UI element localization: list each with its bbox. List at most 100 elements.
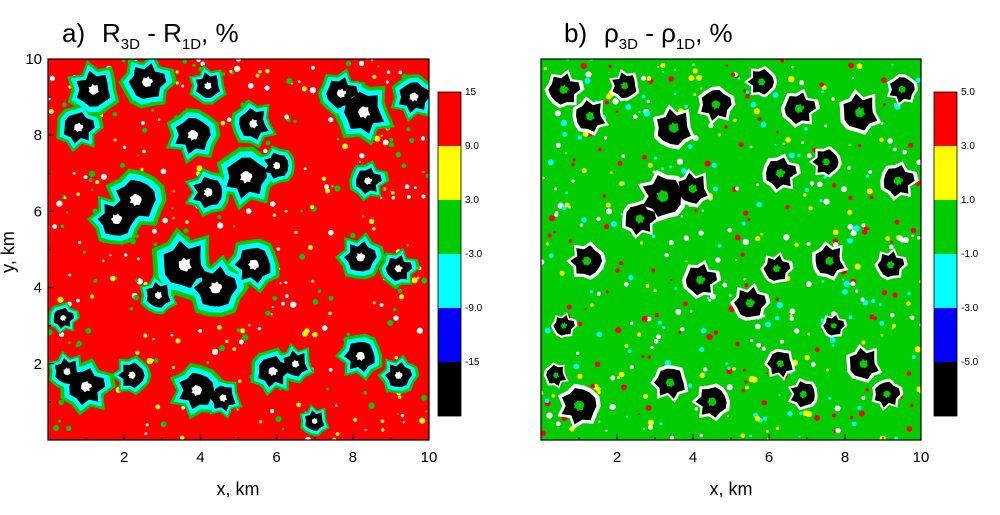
heatmap-speckle xyxy=(122,145,127,149)
heatmap-speckle xyxy=(160,421,167,428)
heatmap-speckle xyxy=(828,396,832,401)
heatmap-speckle xyxy=(804,187,810,193)
heatmap-speckle xyxy=(641,315,648,322)
cloud-contour xyxy=(711,100,721,110)
cloud-contour xyxy=(745,298,755,308)
heatmap-speckle xyxy=(857,405,862,411)
panel-a-title: R3D - R1D, % xyxy=(102,18,239,53)
heatmap-speckle xyxy=(589,290,594,294)
heatmap-speckle xyxy=(603,136,608,140)
heatmap-speckle xyxy=(615,327,622,334)
heatmap-speckle xyxy=(689,310,693,313)
heatmap-speckle xyxy=(785,137,791,143)
heatmap-speckle xyxy=(636,332,642,337)
heatmap-speckle xyxy=(597,390,601,395)
heatmap-speckle xyxy=(824,124,828,128)
heatmap-speckle xyxy=(311,65,315,70)
cloud-contour xyxy=(559,84,569,94)
heatmap-speckle xyxy=(700,327,707,334)
heatmap-speckle xyxy=(66,425,72,431)
heatmap-speckle xyxy=(641,354,645,358)
heatmap-speckle xyxy=(416,327,423,334)
heatmap-speckle xyxy=(617,161,623,166)
heatmap-speckle xyxy=(664,360,672,367)
heatmap-speckle xyxy=(612,98,619,105)
heatmap-speckle xyxy=(112,111,118,117)
heatmap-speckle xyxy=(706,296,710,300)
heatmap-speckle xyxy=(910,227,917,234)
heatmap-speckle xyxy=(172,216,175,220)
heatmap-speckle xyxy=(146,357,153,365)
cloud-contour xyxy=(355,351,365,361)
heatmap-speckle xyxy=(869,195,874,200)
heatmap-speckle xyxy=(153,242,158,247)
heatmap-speckle xyxy=(652,170,656,174)
heatmap-speckle xyxy=(725,64,729,67)
heatmap-speckle xyxy=(577,321,583,327)
heatmap-speckle xyxy=(917,236,921,240)
heatmap-speckle xyxy=(58,419,62,423)
colorbar-label: 15 xyxy=(465,87,477,98)
panel-b-title: ρ3D - ρ1D, % xyxy=(604,18,733,53)
heatmap-speckle xyxy=(854,263,861,270)
heatmap-speckle xyxy=(616,376,621,380)
heatmap-speckle xyxy=(834,405,841,412)
heatmap-speckle xyxy=(229,69,233,73)
cloud-contour xyxy=(898,85,906,94)
heatmap-speckle xyxy=(772,92,779,99)
heatmap-speckle xyxy=(776,302,783,309)
heatmap-speckle xyxy=(299,253,306,260)
heatmap-speckle xyxy=(743,368,747,372)
heatmap-speckle xyxy=(610,375,616,381)
heatmap-speckle xyxy=(692,68,698,74)
heatmap-speckle xyxy=(848,62,854,69)
cloud-contour xyxy=(187,130,199,141)
colorbar-swatch xyxy=(438,308,461,362)
heatmap-speckle xyxy=(218,345,225,352)
cloud-contour xyxy=(364,176,373,185)
heatmap-speckle xyxy=(615,268,620,273)
cloud-contour xyxy=(855,106,866,118)
heatmap-speckle xyxy=(296,402,302,408)
heatmap-speckle xyxy=(136,154,139,157)
y-tick-label: 6 xyxy=(34,203,42,220)
heatmap-speckle xyxy=(590,383,596,389)
heatmap-speckle xyxy=(685,260,688,263)
heatmap-speckle xyxy=(226,117,232,122)
heatmap-speckle xyxy=(628,275,634,281)
cloud-contour xyxy=(821,158,830,166)
heatmap-speckle xyxy=(887,138,893,144)
heatmap-speckle xyxy=(623,281,629,287)
heatmap-speckle xyxy=(590,303,594,307)
cloud-contour xyxy=(268,366,278,377)
heatmap-speckle xyxy=(700,87,703,90)
heatmap-speckle xyxy=(364,428,367,432)
heatmap-speckle xyxy=(761,400,767,406)
colorbar-label: -15 xyxy=(465,357,480,368)
heatmap-speckle xyxy=(852,76,855,80)
heatmap-speckle xyxy=(708,122,714,129)
cloud-contour xyxy=(292,359,300,368)
heatmap-speckle xyxy=(814,415,821,421)
heatmap-speckle xyxy=(57,296,64,303)
heatmap-speckle xyxy=(878,303,882,307)
heatmap-speckle xyxy=(322,325,328,331)
cloud-contour xyxy=(203,187,213,198)
heatmap-speckle xyxy=(779,339,784,344)
heatmap-speckle xyxy=(647,162,653,168)
colorbar-frame xyxy=(933,91,958,417)
heatmap-speckle xyxy=(894,219,900,225)
panel-a-label: a) xyxy=(62,18,85,48)
heatmap-speckle xyxy=(916,159,921,166)
heatmap-speckle xyxy=(400,413,405,418)
heatmap-speckle xyxy=(832,183,837,188)
heatmap-speckle xyxy=(873,316,877,321)
heatmap-speckle xyxy=(372,301,376,305)
heatmap-speckle xyxy=(88,170,96,178)
heatmap-speckle xyxy=(668,76,675,82)
heatmap-speckle xyxy=(775,426,780,430)
heatmap-speckle xyxy=(861,340,866,345)
heatmap-speckle xyxy=(791,65,794,69)
heatmap-speckle xyxy=(653,156,658,160)
heatmap-speckle xyxy=(669,435,675,440)
